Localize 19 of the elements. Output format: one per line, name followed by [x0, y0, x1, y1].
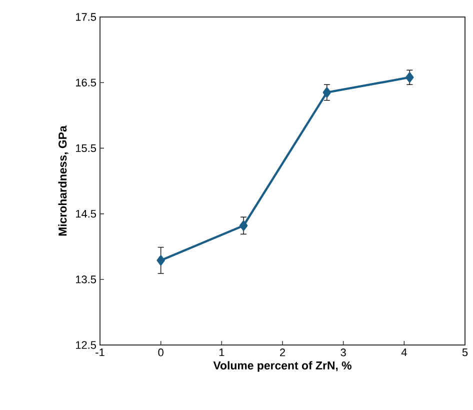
x-tick-label: 2: [280, 348, 285, 356]
y-tick-label: 13.5: [76, 276, 96, 284]
x-tick-label: 4: [401, 348, 407, 356]
y-axis-title: Microhardness, GPa: [58, 126, 68, 236]
y-tick-label: 16.5: [76, 78, 96, 86]
x-axis-title: Volume percent of ZrN, %: [213, 361, 352, 372]
point: [322, 87, 331, 98]
y-tick-label: 17.5: [76, 13, 96, 21]
y-tick-label: 12.5: [76, 341, 96, 349]
y-tick-label: 15.5: [76, 144, 96, 152]
x-tick-label: 1: [219, 348, 224, 356]
y-tick-label: 14.5: [76, 210, 96, 218]
point: [156, 255, 165, 266]
x-tick-label: 5: [462, 348, 468, 356]
x-tick-label: 0: [158, 348, 164, 356]
x-tick-label: -1: [96, 348, 104, 356]
x-tick-label: 3: [340, 348, 346, 356]
point: [239, 220, 248, 231]
point: [406, 72, 414, 82]
